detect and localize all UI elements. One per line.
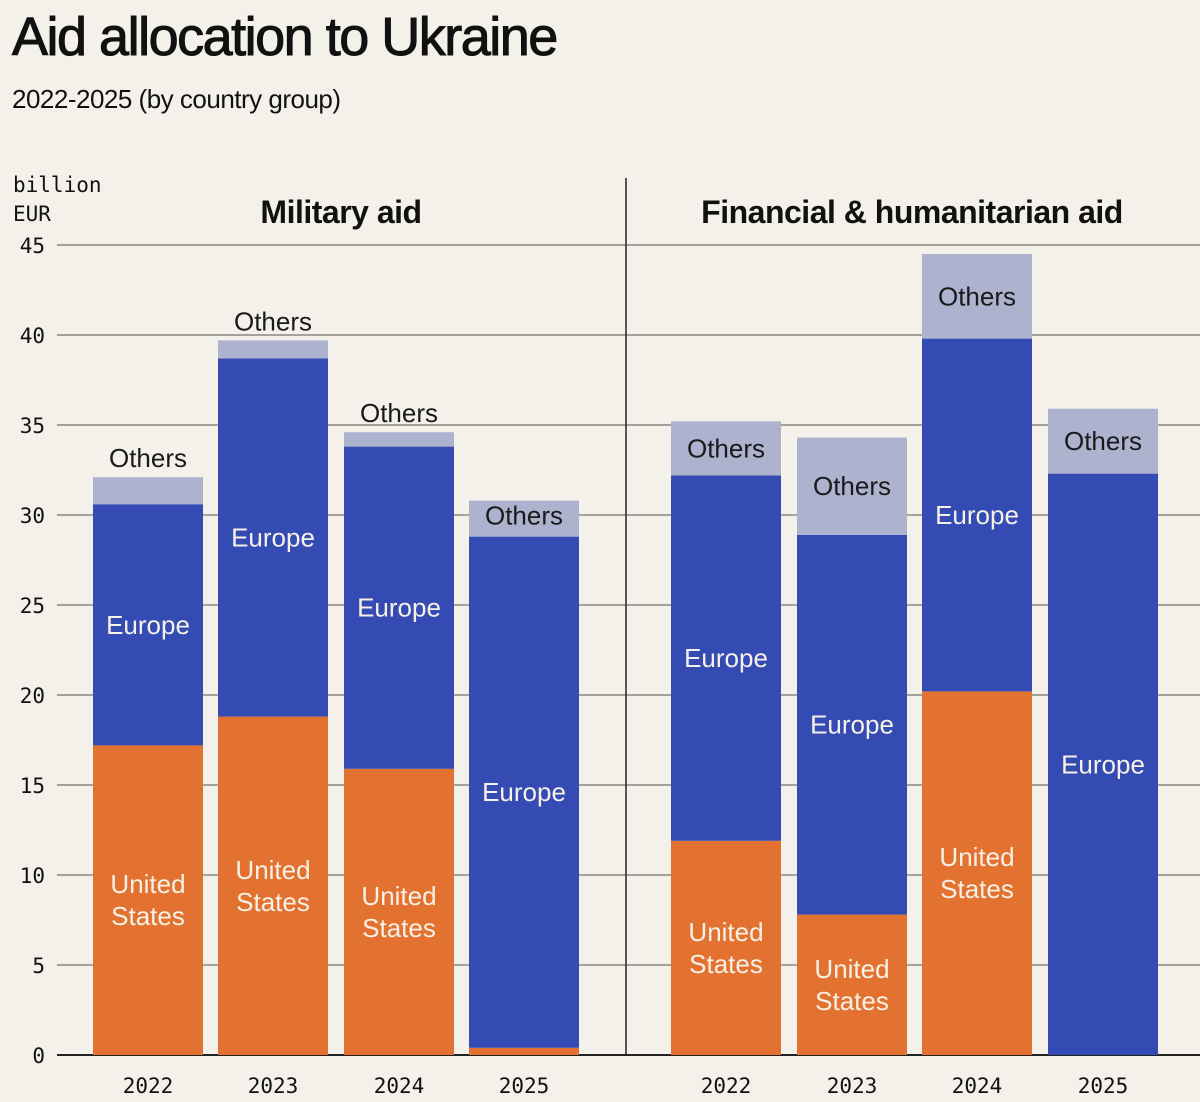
- segment-label: Others: [109, 443, 187, 473]
- bar-segment-united-states: [93, 745, 203, 1055]
- y-tick-label: 25: [20, 594, 45, 618]
- segment-label: Others: [485, 501, 563, 531]
- y-axis-unit-label: billion EUR: [13, 171, 102, 229]
- y-tick-label: 15: [20, 774, 45, 798]
- panel-title: Military aid: [260, 194, 421, 230]
- bar-segment-europe: [671, 475, 781, 841]
- bar-segment-others: [797, 437, 907, 535]
- segment-label: Others: [687, 433, 765, 463]
- bar-segment-others: [922, 254, 1032, 339]
- segment-label: United: [235, 855, 310, 885]
- panel-title: Financial & humanitarian aid: [701, 194, 1123, 230]
- segment-label: Europe: [684, 643, 768, 673]
- bar-segment-united-states: [671, 840, 781, 1055]
- y-tick-label: 40: [20, 324, 45, 348]
- chart-subtitle: 2022-2025 (by country group): [12, 84, 341, 114]
- segment-label: States: [815, 986, 889, 1016]
- bar-segment-europe: [469, 536, 579, 1048]
- bar-segment-others: [469, 500, 579, 537]
- bar-segment-united-states: [344, 768, 454, 1055]
- y-tick-label: 5: [32, 954, 45, 978]
- segment-label: Others: [234, 306, 312, 336]
- bar-segment-europe: [922, 338, 1032, 692]
- segment-label: Europe: [106, 610, 190, 640]
- segment-label: States: [689, 949, 763, 979]
- bar-segment-others: [671, 421, 781, 476]
- y-tick-label: 0: [32, 1044, 45, 1068]
- segment-label: Others: [360, 398, 438, 428]
- segment-label: Europe: [357, 593, 441, 623]
- segment-label: States: [362, 913, 436, 943]
- bar-segment-united-states: [922, 691, 1032, 1055]
- bar-segment-united-states: [218, 716, 328, 1055]
- segment-label: Others: [938, 281, 1016, 311]
- segment-label: United: [361, 881, 436, 911]
- y-tick-label: 45: [20, 234, 45, 258]
- bar-segment-europe: [797, 534, 907, 915]
- segment-label: Europe: [231, 523, 315, 553]
- x-tick-label: 2023: [248, 1074, 299, 1098]
- x-tick-label: 2022: [701, 1074, 752, 1098]
- segment-label: Europe: [482, 777, 566, 807]
- bar-segment-europe: [93, 504, 203, 746]
- y-tick-label: 10: [20, 864, 45, 888]
- segment-label: Others: [1064, 426, 1142, 456]
- x-tick-label: 2022: [123, 1074, 174, 1098]
- y-tick-label: 35: [20, 414, 45, 438]
- x-tick-label: 2025: [499, 1074, 550, 1098]
- segment-label: States: [940, 874, 1014, 904]
- bar-segment-others: [1048, 408, 1158, 474]
- segment-label: States: [111, 901, 185, 931]
- bar-segment-united-states: [469, 1047, 579, 1055]
- segment-label: Others: [813, 471, 891, 501]
- segment-label: United: [939, 842, 1014, 872]
- segment-label: United: [110, 869, 185, 899]
- y-tick-label: 20: [20, 684, 45, 708]
- bar-segment-united-states: [797, 914, 907, 1055]
- bar-segment-others: [218, 340, 328, 359]
- bar-segment-europe: [1048, 473, 1158, 1056]
- chart-title: Aid allocation to Ukraine: [12, 7, 559, 68]
- y-tick-label: 30: [20, 504, 45, 528]
- bar-segment-europe: [344, 446, 454, 769]
- segment-label: Europe: [810, 710, 894, 740]
- bar-segment-others: [93, 477, 203, 505]
- x-tick-label: 2023: [827, 1074, 878, 1098]
- bar-segment-others: [344, 432, 454, 447]
- segment-label: Europe: [1061, 749, 1145, 779]
- segment-label: United: [814, 954, 889, 984]
- segment-label: Europe: [935, 500, 1019, 530]
- segment-label: States: [236, 887, 310, 917]
- x-tick-label: 2025: [1078, 1074, 1129, 1098]
- x-tick-label: 2024: [952, 1074, 1003, 1098]
- bar-segment-europe: [218, 358, 328, 717]
- segment-label: United: [688, 917, 763, 947]
- x-tick-label: 2024: [374, 1074, 425, 1098]
- unit-line-1: billion: [13, 173, 102, 197]
- unit-line-2: EUR: [13, 202, 51, 226]
